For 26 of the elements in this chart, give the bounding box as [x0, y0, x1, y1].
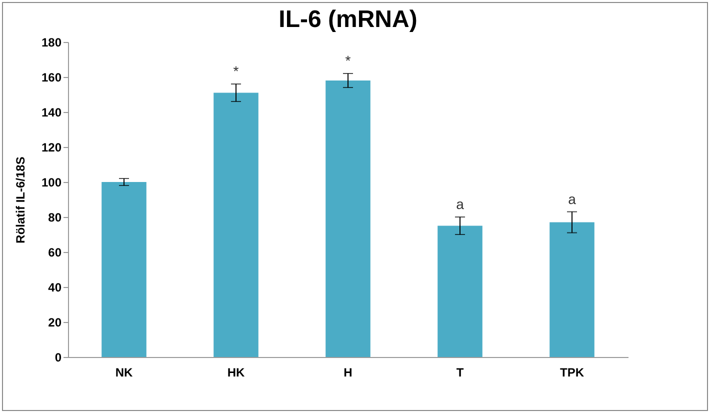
x-tick-label: H [344, 366, 352, 380]
annotation: a [568, 190, 576, 207]
y-tick-label: 20 [48, 316, 62, 330]
bar [326, 80, 370, 357]
chart-title: IL-6 (mRNA) [278, 6, 418, 33]
bar [550, 222, 594, 357]
x-tick-label: T [456, 366, 464, 380]
y-tick-label: 60 [48, 246, 62, 260]
x-tick-label: NK [115, 366, 133, 380]
annotation: a [456, 196, 464, 212]
x-tick-label: HK [227, 366, 245, 380]
bar [102, 182, 146, 357]
y-tick-label: 180 [41, 36, 62, 50]
y-tick-label: 0 [54, 350, 62, 364]
y-tick-label: 140 [41, 106, 62, 120]
y-tick-label: 120 [41, 140, 62, 154]
bar [214, 92, 258, 357]
y-tick-label: 100 [41, 176, 62, 190]
annotation: * [345, 52, 352, 68]
y-tick-label: 160 [41, 70, 62, 84]
y-tick-label: 40 [48, 280, 62, 294]
x-tick-label: TPK [560, 366, 584, 380]
bar [438, 226, 482, 357]
y-axis-title: Rölatif IL-6/18S [13, 156, 28, 244]
annotation: * [233, 63, 240, 79]
y-tick-label: 80 [48, 210, 62, 224]
